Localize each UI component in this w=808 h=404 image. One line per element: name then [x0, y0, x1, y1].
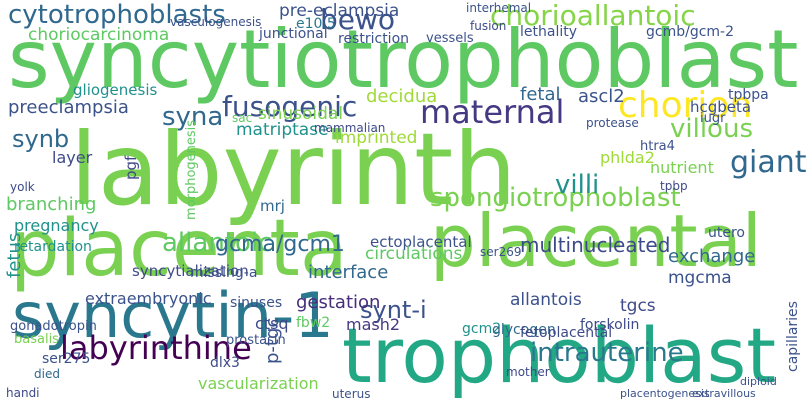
cloud-word: circulations: [365, 244, 463, 264]
cloud-word: extravillous: [692, 387, 756, 400]
cloud-word: retardation: [14, 239, 92, 255]
cloud-word-vertical: morphogenesis: [184, 119, 199, 220]
cloud-word: allantoic: [162, 228, 273, 258]
cloud-word: interhemal: [466, 1, 532, 15]
cloud-word: e10.5: [296, 16, 336, 32]
cloud-word: pregnancy: [14, 216, 99, 235]
cloud-word: gonadotropin: [10, 319, 97, 334]
cloud-word: ectoplacental: [370, 233, 472, 251]
cloud-word: sinuses: [230, 295, 283, 311]
cloud-word: fusogenic: [222, 90, 358, 123]
cloud-word: chorion: [618, 85, 753, 126]
cloud-word: tgcs: [620, 296, 656, 316]
cloud-word: branching: [6, 194, 97, 215]
cloud-word: syna: [162, 102, 224, 132]
cloud-word: forskolin: [580, 317, 640, 333]
cloud-word: allantois: [510, 290, 582, 310]
cloud-word: basalis: [14, 332, 59, 347]
cloud-word: trophoblast: [342, 311, 777, 400]
cloud-word: extraembryonic: [85, 289, 212, 308]
cloud-word: vessels: [426, 31, 474, 46]
cloud-word: phlda2: [600, 148, 655, 167]
cloud-word: uterus: [332, 387, 371, 401]
cloud-word: maternal: [420, 93, 565, 131]
cloud-word: decidua: [366, 86, 438, 107]
cloud-word: chorioallantoic: [490, 0, 696, 32]
cloud-word: tpbp: [660, 179, 688, 193]
cloud-word-vertical: fetus: [4, 232, 25, 278]
cloud-word: fusion: [470, 19, 507, 33]
cloud-word: protease: [586, 116, 639, 130]
cloud-word: mgcma: [668, 268, 732, 288]
cloud-word: mother: [506, 365, 550, 379]
cloud-word: mrj: [260, 197, 285, 215]
cloud-word: tpbpa: [728, 87, 769, 103]
cloud-word: sinusoidal: [258, 104, 344, 124]
cloud-word: iugr: [700, 111, 726, 126]
cloud-word: junctional: [259, 26, 328, 42]
cloud-word: matriptase: [236, 120, 329, 140]
cloud-word: synb: [12, 125, 70, 153]
cloud-word: ctsq: [255, 314, 289, 333]
cloud-word-vertical: capillaries: [785, 301, 801, 372]
cloud-word: glycogen: [492, 322, 556, 338]
cloud-word: cytotrophoblasts: [8, 0, 226, 30]
cloud-word: prostasin: [226, 333, 286, 348]
cloud-word: syncytialization: [132, 262, 249, 280]
cloud-word: mammalian: [314, 121, 386, 135]
cloud-word: fbw2: [296, 315, 331, 331]
cloud-word: labyrinth: [70, 111, 517, 228]
cloud-word: gestation: [296, 292, 381, 313]
cloud-word: utero: [708, 225, 745, 241]
cloud-word: ser275: [42, 351, 91, 367]
cloud-word: lethality: [520, 24, 577, 40]
cloud-word: vasculogenesis: [170, 15, 262, 29]
cloud-word: htra4: [640, 139, 675, 154]
cloud-word: mash2: [346, 315, 401, 334]
cloud-word-vertical: pgf: [122, 155, 140, 180]
cloud-word: labyrinthine: [60, 329, 252, 367]
cloud-word: placental: [430, 199, 762, 283]
cloud-word: missing-a: [190, 265, 258, 281]
cloud-word: ascl2: [578, 86, 625, 107]
cloud-word: syncytin-1: [12, 279, 334, 352]
cloud-word: placentogenesis: [620, 387, 710, 400]
cloud-word: ser269: [480, 245, 522, 259]
cloud-word: syncytiotrophoblast: [8, 13, 799, 106]
cloud-word: bewo: [320, 3, 396, 36]
cloud-word: multinucleated: [520, 233, 671, 257]
cloud-word: gliogenesis: [73, 81, 158, 99]
cloud-word: gcma/gcm1: [215, 232, 345, 257]
cloud-word: fetal: [520, 84, 561, 105]
cloud-word: synt-i: [360, 296, 427, 324]
cloud-word: fetoplacental: [520, 325, 613, 341]
cloud-word: layer: [52, 148, 93, 167]
cloud-word: preeclampsia: [8, 97, 129, 118]
cloud-word: villous: [670, 114, 753, 144]
cloud-word: spongiotrophoblast: [430, 183, 681, 213]
cloud-word: choriocarcinoma: [28, 25, 170, 45]
cloud-word: placenta: [10, 204, 348, 294]
cloud-word: yolk: [10, 180, 35, 194]
cloud-word: giant: [730, 145, 807, 180]
cloud-word: pre-eclampsia: [279, 1, 400, 21]
cloud-word: gcmb/gcm-2: [646, 24, 735, 40]
cloud-word: died: [34, 367, 60, 381]
cloud-word: intrauterine: [530, 338, 684, 368]
cloud-word: exchange: [668, 246, 756, 267]
cloud-word: imprinted: [335, 128, 418, 148]
cloud-word: restriction: [338, 31, 410, 47]
cloud-word: gcm2: [462, 321, 502, 337]
cloud-word: villi: [555, 170, 600, 200]
cloud-word: sac: [232, 111, 253, 125]
cloud-word-vertical: p-tgc: [262, 317, 283, 364]
cloud-word: interface: [308, 262, 389, 283]
cloud-word: handi: [6, 386, 40, 400]
cloud-word: vascularization: [198, 374, 319, 393]
cloud-word: nutrient: [650, 158, 714, 177]
cloud-word: hcgbeta: [690, 98, 752, 116]
cloud-word: dlx3: [210, 355, 240, 371]
cloud-word: diploid: [740, 375, 777, 388]
